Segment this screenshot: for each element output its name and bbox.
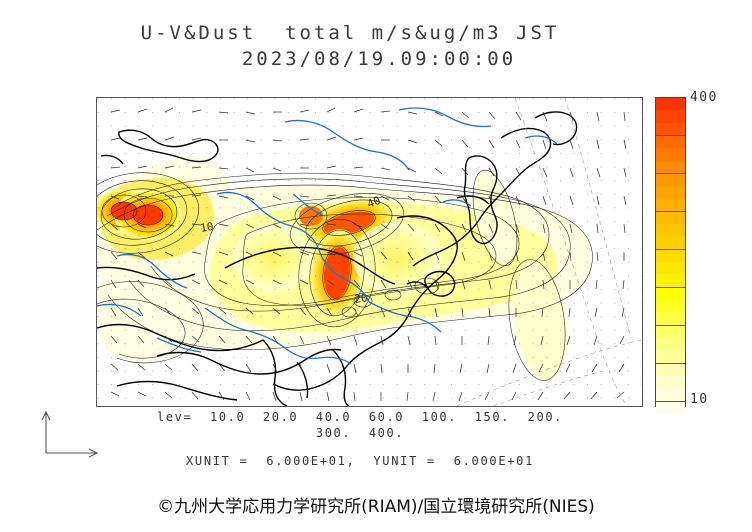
colorbar-segment (656, 173, 685, 187)
colorbar-segment (656, 262, 685, 275)
colorbar-segment (656, 148, 685, 161)
colorbar-segment (656, 110, 685, 123)
colorbar-segment (656, 300, 685, 313)
colorbar-segment (656, 350, 685, 364)
arrow-north-icon (41, 410, 51, 421)
colorbar-segment (656, 186, 685, 199)
colorbar-segment (656, 236, 685, 250)
colorbar-segment (656, 274, 685, 288)
copyright-credit: ©九州大学応用力学研究所(RIAM)/国立環境研究所(NIES) (157, 497, 595, 517)
colorbar-min-label: 10 (690, 392, 709, 407)
colorbar-segment (656, 388, 685, 402)
dust-map-plot: 10 40 20 (96, 97, 643, 407)
colorbar-segment (656, 363, 685, 376)
colorbar-segment (656, 98, 685, 111)
colorbar-segment (656, 249, 685, 263)
colorbar (655, 97, 686, 414)
colorbar-segment (656, 375, 685, 389)
colorbar-segment (656, 160, 685, 174)
colorbar-segment (656, 224, 685, 237)
grid-dots (97, 98, 642, 406)
contour-levels-line1: lev= 10.0 20.0 40.0 60.0 100. 150. 200. (157, 410, 563, 424)
colorbar-segment (656, 325, 685, 338)
colorbar-segment (656, 211, 685, 225)
contour-levels-line2: 300. 400. (315, 426, 405, 440)
colorbar-max-label: 400 (690, 90, 718, 105)
projection-guides (456, 98, 642, 406)
colorbar-segment (656, 198, 685, 212)
wind-vectors (110, 107, 627, 402)
colorbar-segment (656, 122, 685, 136)
colorbar-segment (656, 135, 685, 149)
chart-timestamp: 2023/08/19.09:00:00 (241, 48, 517, 70)
vector-reference-key (38, 405, 108, 460)
colorbar-segment (656, 337, 685, 351)
chart-title-block: U-V&Dust total m/s&ug/m3 JST 2023/08/19.… (0, 22, 700, 70)
colorbar-segment (656, 401, 685, 414)
axis-units-line: XUNIT = 6.000E+01, YUNIT = 6.000E+01 (185, 454, 535, 468)
arrow-east-icon (88, 448, 99, 458)
page-title: U-V&Dust total m/s&ug/m3 JST (140, 22, 560, 44)
colorbar-segment (656, 287, 685, 300)
colorbar-segment (656, 312, 685, 326)
